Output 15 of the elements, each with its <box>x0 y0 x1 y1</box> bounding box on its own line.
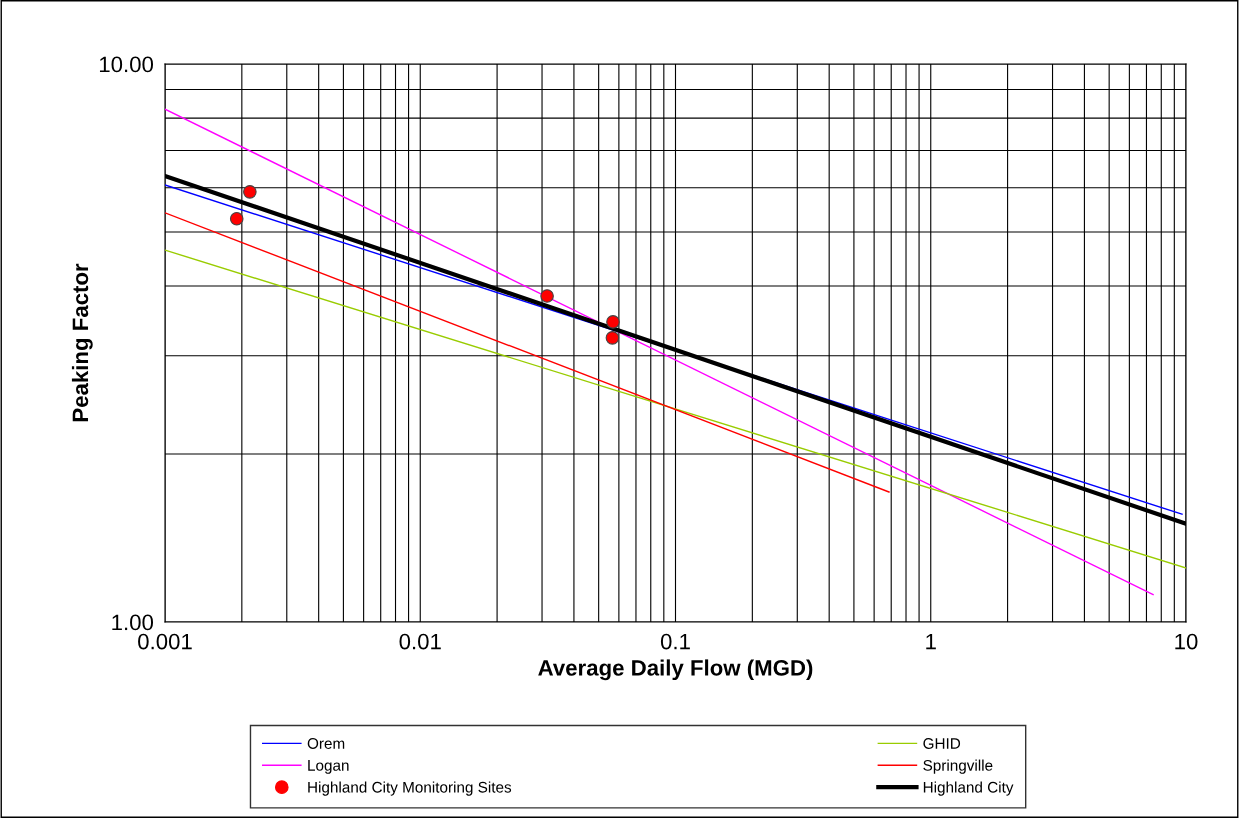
legend-label: GHID <box>923 738 961 749</box>
legend-label: Orem <box>307 738 345 749</box>
x-tick-label: 0.01 <box>399 633 441 650</box>
y-tick-label: 1.00 <box>112 614 154 631</box>
legend-label: Logan <box>308 760 349 774</box>
legend-label: Highland City Monitoring Sites <box>308 781 512 796</box>
legend-label: Springville <box>923 759 993 774</box>
x-tick-label: 1 <box>926 633 936 650</box>
y-tick-label: 10.00 <box>99 56 154 73</box>
legend-label: Highland City <box>923 781 1014 796</box>
x-axis-title: Average Daily Flow (MGD) <box>538 659 813 681</box>
x-tick-label: 10 <box>1175 633 1198 650</box>
x-tick-label: 0.1 <box>660 633 690 650</box>
y-axis-title: Peaking Factor <box>71 263 93 422</box>
x-tick-label: 0.001 <box>138 633 192 650</box>
